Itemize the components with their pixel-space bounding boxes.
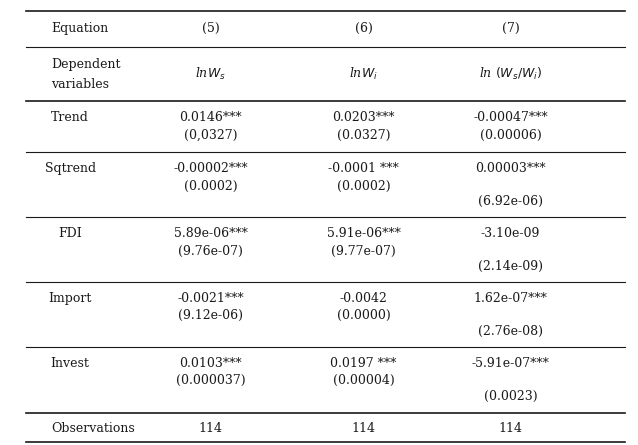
Text: Trend: Trend <box>51 111 89 125</box>
Text: 114: 114 <box>198 421 223 435</box>
Text: (2.76e-08): (2.76e-08) <box>478 324 543 338</box>
Text: (0.0327): (0.0327) <box>337 129 390 142</box>
Text: -0.00047***: -0.00047*** <box>473 111 547 125</box>
Text: 0.0197 ***: 0.0197 *** <box>330 356 397 370</box>
Text: Observations: Observations <box>51 421 135 435</box>
Text: ln $(W_s/W_i)$: ln $(W_s/W_i)$ <box>478 66 542 82</box>
Text: (6): (6) <box>355 22 373 36</box>
Text: (0,0327): (0,0327) <box>184 129 237 142</box>
Text: Sqtrend: Sqtrend <box>45 162 96 175</box>
Text: (6.92e-06): (6.92e-06) <box>478 194 543 208</box>
Text: 1.62e-07***: 1.62e-07*** <box>473 291 547 305</box>
Text: (0.0002): (0.0002) <box>337 179 390 193</box>
Text: FDI: FDI <box>58 227 82 240</box>
Text: (5): (5) <box>202 22 219 36</box>
Text: 114: 114 <box>352 421 376 435</box>
Text: Dependent: Dependent <box>51 58 121 71</box>
Text: Import: Import <box>48 291 92 305</box>
Text: 0.0203***: 0.0203*** <box>332 111 395 125</box>
Text: Equation: Equation <box>51 22 108 36</box>
Text: (0.000037): (0.000037) <box>175 374 246 388</box>
Text: 5.91e-06***: 5.91e-06*** <box>327 227 401 240</box>
Text: (9.12e-06): (9.12e-06) <box>178 309 243 323</box>
Text: (7): (7) <box>501 22 519 36</box>
Text: 0.0103***: 0.0103*** <box>179 356 242 370</box>
Text: variables: variables <box>51 78 109 91</box>
Text: -3.10e-09: -3.10e-09 <box>480 227 540 240</box>
Text: 114: 114 <box>498 421 523 435</box>
Text: (0.0000): (0.0000) <box>337 309 390 323</box>
Text: Invest: Invest <box>51 356 89 370</box>
Text: 0.00003***: 0.00003*** <box>475 162 545 175</box>
Text: ln$W_i$: ln$W_i$ <box>349 66 378 82</box>
Text: 0.0146***: 0.0146*** <box>179 111 242 125</box>
Text: -0.00002***: -0.00002*** <box>174 162 248 175</box>
Text: 5.89e-06***: 5.89e-06*** <box>174 227 248 240</box>
Text: -5.91e-07***: -5.91e-07*** <box>471 356 549 370</box>
Text: (0.0002): (0.0002) <box>184 179 237 193</box>
Text: (2.14e-09): (2.14e-09) <box>478 259 543 273</box>
Text: -0.0021***: -0.0021*** <box>177 291 244 305</box>
Text: (9.76e-07): (9.76e-07) <box>178 244 243 258</box>
Text: (0.00004): (0.00004) <box>333 374 394 388</box>
Text: (9.77e-07): (9.77e-07) <box>331 244 396 258</box>
Text: ln$W_s$: ln$W_s$ <box>195 66 226 82</box>
Text: (0.00006): (0.00006) <box>480 129 541 142</box>
Text: -0.0001 ***: -0.0001 *** <box>329 162 399 175</box>
Text: -0.0042: -0.0042 <box>339 291 388 305</box>
Text: (0.0023): (0.0023) <box>484 389 537 403</box>
